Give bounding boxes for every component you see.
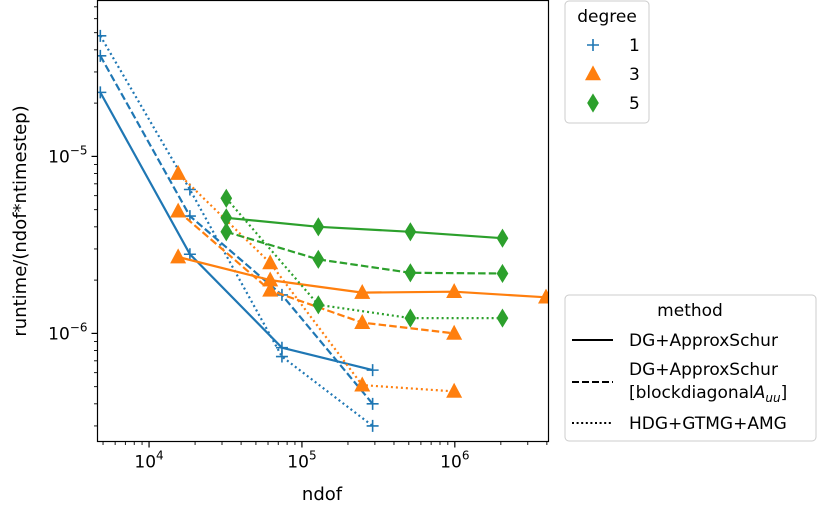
tick-label-base: 10 (48, 324, 70, 344)
series-line (226, 216, 503, 240)
data-point (220, 222, 233, 242)
series-degree-3-solid (170, 248, 549, 304)
tick-label-exponent: 4 (156, 449, 164, 463)
series-degree-3-dotted (170, 164, 463, 398)
series-degree-1-solid (97, 86, 379, 377)
degree-legend-marker-3 (584, 65, 602, 81)
tick-label-base: 10 (287, 453, 309, 473)
data-point (404, 263, 417, 283)
series-line (99, 35, 374, 427)
series-degree-3-dashed (170, 202, 463, 340)
x-tick-label: 104 (134, 449, 163, 473)
data-point (275, 350, 288, 363)
method-legend-box (564, 294, 817, 442)
series-line (225, 197, 503, 320)
degree-legend-label-3: 3 (629, 65, 640, 85)
tick-label-exponent: 5 (309, 449, 317, 463)
degree-legend-title: degree (577, 7, 637, 27)
method-legend-dotted-label: HDG+GTMG+AMG (629, 414, 787, 434)
x-axis-label: ndof (302, 484, 343, 505)
axes-frame (96, 0, 550, 443)
data-point (170, 248, 187, 264)
data-point (354, 283, 371, 299)
tick-label-base: 10 (440, 453, 462, 473)
data-point (496, 308, 509, 328)
degree-legend-box (564, 0, 650, 124)
series-degree-5-dashed (220, 222, 509, 284)
data-point (496, 228, 509, 248)
data-point (366, 397, 379, 410)
x-tick-label: 106 (440, 449, 469, 473)
data-point (496, 263, 509, 284)
data-point (366, 419, 379, 432)
data-point (354, 376, 371, 392)
data-point (312, 217, 325, 237)
data-point (404, 222, 417, 242)
data-point (97, 86, 107, 99)
series-line (99, 55, 374, 405)
method-legend-title: method (657, 301, 723, 321)
data-point (446, 382, 463, 398)
degree-legend-entries: 1 3 5 (584, 36, 640, 114)
tick-label-exponent: 6 (462, 449, 470, 463)
data-point (312, 295, 325, 315)
data-point (312, 249, 325, 269)
data-point (97, 29, 107, 42)
method-legend-dashed-label-suffix: ] (781, 383, 788, 403)
series-degree-5-solid (220, 208, 509, 248)
series-line (177, 210, 455, 335)
data-point (170, 164, 187, 180)
method-legend-dashed-label-line2: [blockdiagonalAuu] (629, 383, 787, 405)
series-layer (97, 29, 549, 432)
tick-label-base: 10 (48, 147, 70, 167)
data-point (220, 188, 233, 208)
data-point (262, 281, 279, 297)
series-line (99, 91, 373, 372)
degree-legend-marker-5 (587, 93, 599, 113)
data-point (446, 283, 463, 299)
degree-legend-label-1: 1 (629, 36, 640, 56)
data-point (183, 248, 196, 261)
data-point (354, 314, 371, 329)
x-tick-label: 105 (287, 449, 316, 473)
data-point (170, 202, 187, 218)
data-point (97, 49, 107, 62)
method-legend-dashed-label-sub: uu (765, 391, 781, 405)
method-legend-dashed-label-prefix: [blockdiagonal (629, 383, 754, 403)
data-point (446, 324, 463, 340)
data-point (366, 364, 379, 377)
degree-legend-marker-1 (587, 39, 599, 51)
degree-legend: degree 1 3 5 (564, 0, 650, 124)
method-legend-dashed-label-math: A (753, 383, 766, 403)
tick-label-base: 10 (134, 453, 156, 473)
y-tick-label: 10−5 (48, 143, 87, 167)
method-legend-solid-label: DG+ApproxSchur (629, 331, 778, 351)
method-legend-dashed-label: DG+ApproxSchur (629, 360, 778, 380)
series-line (225, 230, 503, 275)
data-point (404, 308, 417, 328)
tick-label-exponent: −6 (70, 320, 88, 334)
data-point (538, 288, 549, 304)
method-legend: method DG+ApproxSchur DG+ApproxSchur [bl… (564, 294, 817, 442)
tick-label-exponent: −5 (70, 143, 88, 157)
data-point (262, 254, 279, 270)
series-degree-5-dotted (220, 188, 509, 328)
y-tick-label: 10−6 (48, 320, 87, 344)
degree-legend-label-5: 5 (629, 94, 640, 114)
y-axis-label: runtime/(ndof*ntimestep) (10, 105, 31, 336)
